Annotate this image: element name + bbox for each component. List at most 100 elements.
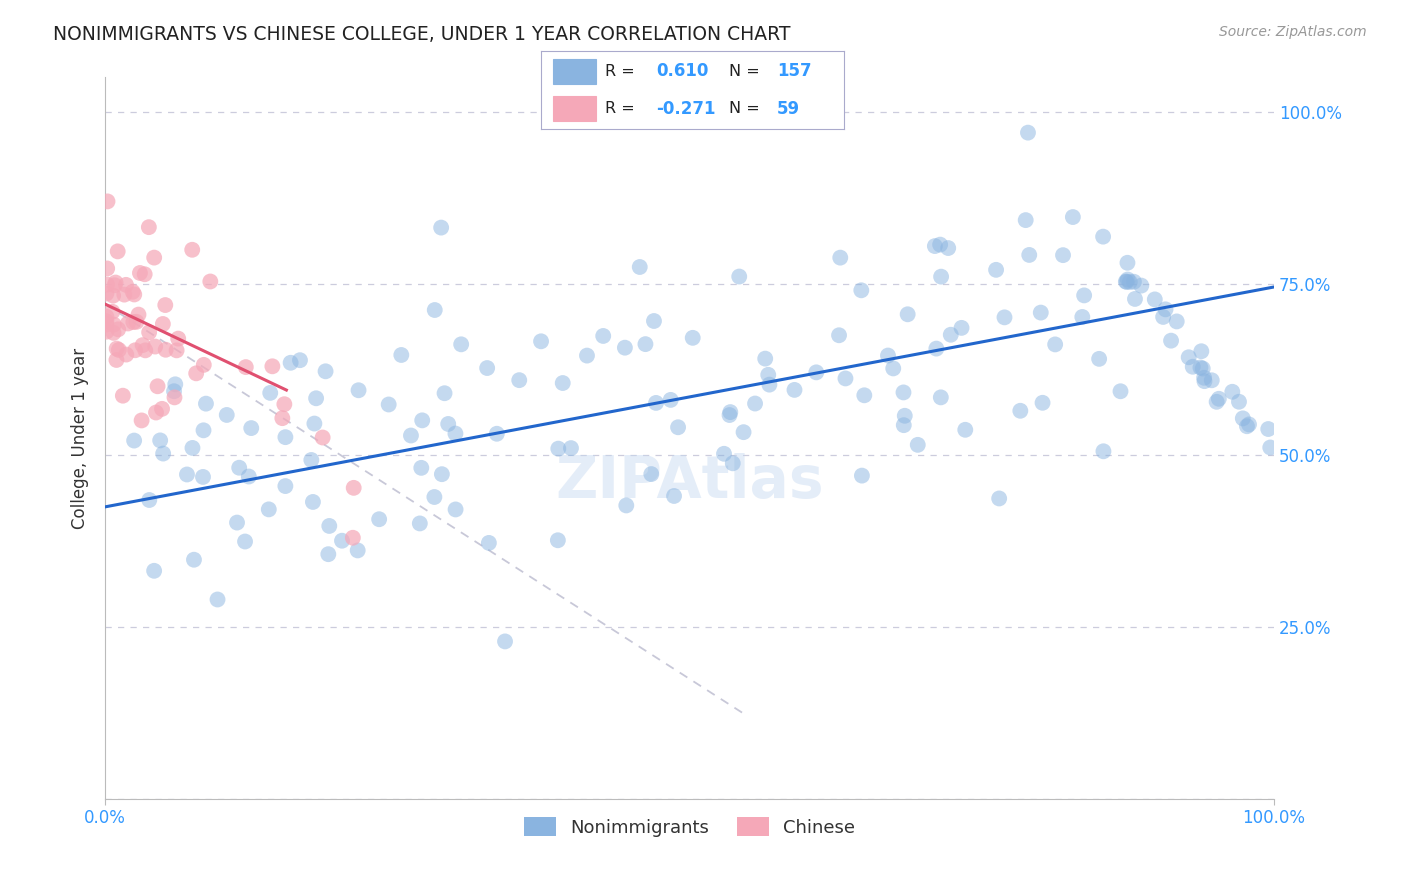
Point xyxy=(186,367,208,381)
Point xyxy=(1181,359,1204,374)
Point xyxy=(613,341,636,355)
Point xyxy=(105,353,128,368)
Point xyxy=(131,413,153,427)
Point xyxy=(1130,278,1153,293)
Point xyxy=(103,318,125,332)
Text: 59: 59 xyxy=(778,100,800,118)
Point xyxy=(508,373,530,387)
Point xyxy=(96,318,118,332)
Point xyxy=(96,310,118,324)
Point xyxy=(117,317,139,331)
Point xyxy=(1115,275,1137,289)
Point xyxy=(628,260,651,274)
Text: Source: ZipAtlas.com: Source: ZipAtlas.com xyxy=(1219,25,1367,39)
Point xyxy=(1205,394,1227,409)
Point xyxy=(193,423,215,437)
Point xyxy=(411,413,433,427)
Point xyxy=(547,442,569,456)
Point xyxy=(718,408,741,422)
Point xyxy=(718,405,741,419)
Point xyxy=(176,467,198,482)
Point xyxy=(143,340,166,354)
Point xyxy=(377,397,399,411)
Point xyxy=(101,304,124,318)
Point xyxy=(104,278,127,293)
Text: N =: N = xyxy=(728,63,759,78)
Point xyxy=(152,446,174,460)
Point xyxy=(150,401,173,416)
Point xyxy=(101,288,124,302)
Point xyxy=(343,481,366,495)
Point xyxy=(950,321,973,335)
Text: N =: N = xyxy=(728,102,759,117)
Point xyxy=(1109,384,1132,399)
Point xyxy=(122,287,145,301)
Point xyxy=(240,421,263,435)
Point xyxy=(640,467,662,481)
Point xyxy=(659,392,682,407)
Point xyxy=(1154,302,1177,317)
Point xyxy=(894,409,917,423)
Point xyxy=(929,269,952,284)
Point xyxy=(877,349,900,363)
Point xyxy=(423,303,446,318)
Point xyxy=(1177,351,1199,365)
Point xyxy=(304,417,326,431)
Point xyxy=(152,317,174,331)
Point xyxy=(721,456,744,470)
Point xyxy=(1116,256,1139,270)
Point xyxy=(993,310,1015,325)
Point xyxy=(288,353,311,368)
Point xyxy=(200,275,222,289)
Point xyxy=(1073,288,1095,302)
Point xyxy=(551,376,574,390)
Point xyxy=(238,469,260,483)
Point xyxy=(1031,396,1053,410)
Point xyxy=(1201,373,1223,387)
Point xyxy=(444,426,467,441)
Point xyxy=(103,326,125,340)
Point xyxy=(955,423,977,437)
Point xyxy=(389,348,412,362)
Point xyxy=(645,396,668,410)
Point xyxy=(1018,248,1040,262)
Point xyxy=(163,390,186,404)
Point xyxy=(430,220,453,235)
Point xyxy=(122,315,145,329)
Point xyxy=(166,343,188,358)
Point xyxy=(450,337,472,351)
Point xyxy=(662,489,685,503)
Point xyxy=(423,490,446,504)
Point xyxy=(1232,411,1254,425)
Point xyxy=(1189,360,1212,375)
Point xyxy=(183,552,205,566)
Point xyxy=(112,287,135,301)
Point xyxy=(1237,417,1260,432)
Point xyxy=(96,277,118,292)
Point xyxy=(744,396,766,410)
Point xyxy=(409,516,432,531)
Point xyxy=(643,314,665,328)
Point xyxy=(134,267,156,281)
Point xyxy=(122,434,145,448)
Point xyxy=(207,592,229,607)
Point xyxy=(882,361,904,376)
Point xyxy=(280,356,302,370)
Point xyxy=(530,334,553,349)
Text: R =: R = xyxy=(605,102,634,117)
Point xyxy=(924,239,946,253)
Point xyxy=(437,417,460,431)
Point xyxy=(411,460,433,475)
Point xyxy=(346,543,368,558)
Point xyxy=(121,285,143,299)
Text: -0.271: -0.271 xyxy=(657,100,716,118)
Point xyxy=(124,343,146,358)
Point xyxy=(1236,419,1258,434)
Point xyxy=(149,434,172,448)
Point xyxy=(1208,392,1230,406)
Point xyxy=(1043,337,1066,351)
Point xyxy=(138,220,160,235)
Point xyxy=(929,390,952,404)
Point xyxy=(988,491,1011,506)
Point xyxy=(1119,275,1142,289)
